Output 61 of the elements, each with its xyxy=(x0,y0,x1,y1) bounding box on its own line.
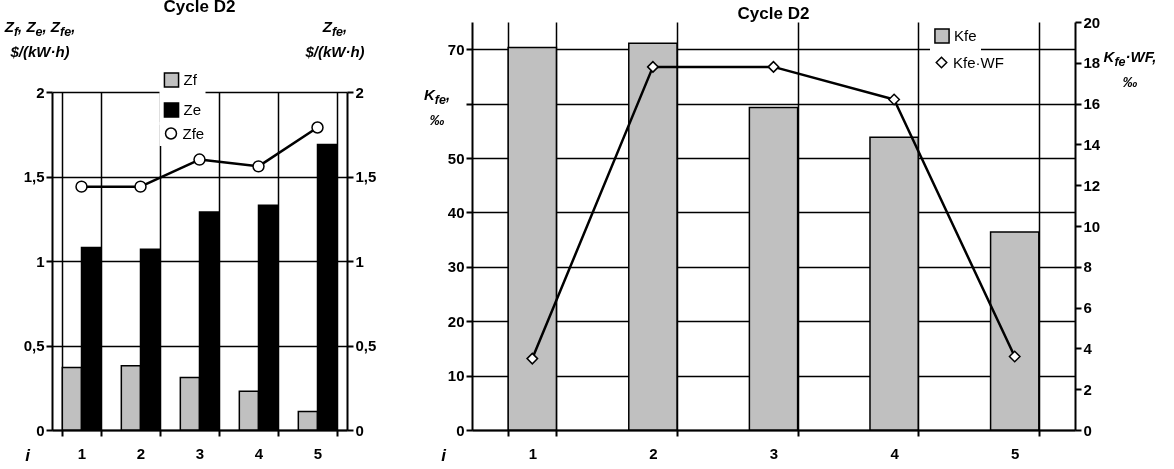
y2-tick-label: 12 xyxy=(1083,176,1101,194)
x-tick-label: 2 xyxy=(136,444,146,462)
x-tick-label: 4 xyxy=(890,444,900,462)
point xyxy=(193,153,206,166)
legend-label: Zf xyxy=(183,71,198,88)
y-tick-label: 1 xyxy=(36,252,45,270)
y-axis-title: Z$_{f}$, Z$_{e}$, Z$_{fe}$, $/(kW·h) xyxy=(3,17,77,62)
y2-tick-label: 1,5 xyxy=(355,168,377,185)
y-tick-label: 10 xyxy=(447,367,465,385)
chart-title: Cycle D2 xyxy=(163,0,236,16)
y-tick-label: 2 xyxy=(36,83,45,101)
x-tick-label: 4 xyxy=(254,444,264,462)
y-tick-label: 70 xyxy=(447,40,465,58)
x-tick-label: 1 xyxy=(528,444,537,462)
y2-tick-label: 6 xyxy=(1083,299,1092,317)
y2-axis-title: K$_{fe}$·WF, ‰ xyxy=(1103,48,1157,90)
x-tick-label: 5 xyxy=(313,444,323,462)
y-tick-label: 40 xyxy=(447,203,465,221)
point xyxy=(75,180,88,193)
x-tick-label: 3 xyxy=(195,444,205,462)
legend-label: Zfe xyxy=(182,124,205,142)
point xyxy=(888,93,901,106)
y2-tick-label: 16 xyxy=(1083,95,1101,113)
legend-label: Kfe xyxy=(954,27,977,44)
y2-tick-label: 2 xyxy=(355,83,364,101)
point xyxy=(311,121,324,134)
y2-tick-label: 8 xyxy=(1083,258,1092,276)
y2-tick-label: 0,5 xyxy=(355,337,377,354)
point xyxy=(252,160,265,173)
y2-tick-label: 10 xyxy=(1083,217,1101,235)
point xyxy=(646,60,659,73)
y-tick-label: 50 xyxy=(447,149,465,167)
x-tick-label: 2 xyxy=(649,444,658,462)
y2-tick-label: 4 xyxy=(1083,339,1093,357)
x-tick-label: 5 xyxy=(1011,444,1020,462)
y-tick-label: 20 xyxy=(447,312,465,330)
x-axis-title: i xyxy=(441,445,448,465)
chart-title: Cycle D2 xyxy=(737,4,810,23)
point xyxy=(526,352,539,365)
y2-tick-label: 18 xyxy=(1083,54,1101,72)
legend-label: Kfe·WF xyxy=(953,53,1004,71)
y2-tick-label: 1 xyxy=(355,252,364,270)
y2-axis-title: Z$_{fe}$, $/(kW·h) xyxy=(304,17,366,62)
y-tick-label: 0,5 xyxy=(23,337,45,354)
y2-tick-label: 0 xyxy=(1083,421,1092,439)
y-tick-label: 1,5 xyxy=(23,168,45,185)
point xyxy=(1008,350,1021,363)
y2-tick-label: 2 xyxy=(1083,380,1092,398)
point xyxy=(767,60,780,73)
x-axis-title: i xyxy=(25,445,32,465)
legend-label: Ze xyxy=(183,101,202,118)
x-tick-label: 3 xyxy=(769,444,779,462)
y-tick-label: 30 xyxy=(447,258,465,276)
y2-tick-label: 20 xyxy=(1083,13,1101,31)
y-axis-title: K$_{fe}$, ‰ xyxy=(422,85,452,130)
y-tick-label: 0 xyxy=(36,421,45,439)
x-tick-label: 1 xyxy=(77,444,87,462)
y2-tick-label: 0 xyxy=(355,421,364,439)
point xyxy=(134,180,147,193)
y2-tick-label: 14 xyxy=(1083,135,1101,153)
y-tick-label: 0 xyxy=(456,421,465,439)
